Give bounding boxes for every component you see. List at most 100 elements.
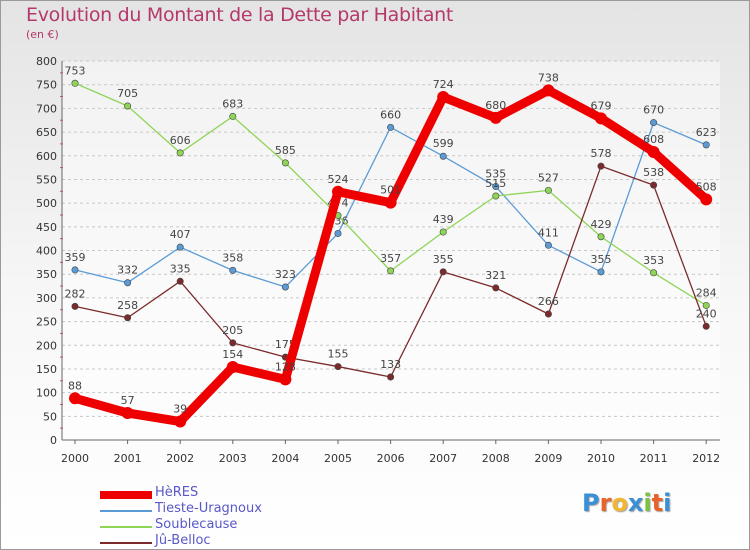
data-point-tieste-uragnoux: [702, 141, 710, 149]
data-point-heres: [332, 185, 344, 198]
y-tick-label: 750: [36, 79, 57, 92]
x-tick-label: 2004: [271, 452, 299, 465]
data-label-heres: 680: [485, 99, 506, 112]
legend-swatch: [100, 510, 152, 512]
data-point-heres: [542, 84, 555, 97]
data-label-ju-belloc: 282: [65, 287, 86, 300]
data-label-ju-belloc: 578: [591, 147, 612, 160]
data-label-soublecause: 284: [696, 286, 717, 299]
x-tick-label: 2008: [482, 452, 510, 465]
data-point-heres: [279, 373, 292, 386]
data-point-ju-belloc: [597, 162, 605, 170]
data-label-soublecause: 527: [538, 171, 559, 184]
legend-label: Tieste-Uragnoux: [155, 501, 262, 516]
data-label-heres: 39: [173, 403, 187, 416]
data-point-soublecause: [176, 149, 184, 157]
data-point-soublecause: [597, 233, 605, 241]
data-label-ju-belloc: 240: [696, 307, 717, 320]
data-label-tieste-uragnoux: 407: [170, 228, 191, 241]
data-point-tieste-uragnoux: [229, 266, 237, 274]
legend-label: Jû-Belloc: [155, 533, 211, 548]
data-label-ju-belloc: 335: [170, 262, 191, 275]
data-point-ju-belloc: [492, 284, 500, 292]
data-label-heres: 508: [696, 180, 717, 193]
x-tick-label: 2011: [640, 452, 668, 465]
data-point-soublecause: [492, 192, 500, 200]
y-tick-label: 0: [50, 434, 57, 447]
y-tick-label: 200: [36, 339, 57, 352]
y-tick-label: 550: [36, 173, 57, 186]
data-point-ju-belloc: [650, 181, 658, 189]
x-tick-label: 2010: [587, 452, 615, 465]
data-point-soublecause: [544, 186, 552, 194]
data-label-tieste-uragnoux: 323: [275, 268, 296, 281]
data-point-heres: [700, 193, 713, 206]
legend-swatch: [100, 491, 152, 499]
y-tick-label: 300: [36, 292, 57, 305]
data-point-soublecause: [71, 79, 79, 87]
x-tick-label: 2007: [429, 452, 457, 465]
data-point-heres: [437, 91, 450, 104]
data-point-ju-belloc: [387, 373, 395, 381]
legend-label: Soublecause: [155, 517, 238, 532]
data-label-heres: 524: [328, 173, 349, 186]
x-tick-label: 2002: [166, 452, 194, 465]
unit-label: (en €): [26, 28, 59, 41]
chart-title: Evolution du Montant de la Dette par Hab…: [26, 4, 454, 26]
data-label-soublecause: 753: [65, 64, 86, 77]
data-label-tieste-uragnoux: 359: [65, 251, 86, 264]
y-tick-label: 250: [36, 316, 57, 329]
data-point-heres: [595, 112, 607, 125]
data-label-soublecause: 357: [380, 252, 401, 265]
data-point-tieste-uragnoux: [439, 152, 447, 160]
y-tick-label: 50: [43, 410, 57, 423]
data-point-heres: [69, 392, 81, 405]
data-label-heres: 88: [68, 379, 82, 392]
legend-swatch: [100, 542, 152, 544]
data-point-ju-belloc: [229, 339, 237, 347]
data-label-tieste-uragnoux: 623: [696, 126, 717, 139]
data-label-heres: 608: [643, 133, 664, 146]
x-tick-label: 2009: [534, 452, 562, 465]
data-label-tieste-uragnoux: 599: [433, 137, 454, 150]
data-label-ju-belloc: 538: [643, 166, 664, 179]
y-tick-label: 350: [36, 268, 57, 281]
data-point-tieste-uragnoux: [492, 183, 500, 191]
data-point-ju-belloc: [544, 310, 552, 318]
data-point-heres: [489, 111, 502, 124]
y-tick-label: 450: [36, 221, 57, 234]
data-point-tieste-uragnoux: [387, 123, 395, 131]
y-tick-label: 150: [36, 363, 57, 376]
data-label-ju-belloc: 155: [328, 348, 349, 361]
data-point-ju-belloc: [702, 322, 710, 330]
data-point-heres: [174, 415, 187, 428]
data-point-soublecause: [281, 159, 289, 167]
proxiti-logo: Proxiti: [582, 489, 672, 517]
data-label-soublecause: 353: [643, 254, 664, 267]
data-label-tieste-uragnoux: 670: [643, 104, 664, 117]
data-point-heres: [647, 145, 660, 158]
legend-swatch: [100, 526, 152, 528]
data-point-tieste-uragnoux: [124, 279, 132, 287]
legend-label: HèRES: [155, 485, 199, 500]
data-point-tieste-uragnoux: [281, 283, 289, 291]
y-tick-label: 500: [36, 197, 57, 210]
data-label-ju-belloc: 133: [380, 358, 401, 371]
data-point-tieste-uragnoux: [176, 243, 184, 251]
y-tick-label: 700: [36, 102, 57, 115]
data-label-soublecause: 439: [433, 213, 454, 226]
x-tick-label: 2003: [219, 452, 247, 465]
data-point-ju-belloc: [71, 302, 79, 310]
data-label-heres: 738: [538, 71, 559, 84]
data-label-soublecause: 429: [591, 218, 612, 231]
data-point-soublecause: [124, 102, 132, 110]
data-label-soublecause: 683: [222, 97, 243, 110]
data-point-soublecause: [650, 269, 658, 277]
data-point-soublecause: [439, 228, 447, 236]
data-label-tieste-uragnoux: 358: [222, 251, 243, 264]
data-label-ju-belloc: 205: [222, 324, 243, 337]
data-point-tieste-uragnoux: [71, 266, 79, 274]
data-point-tieste-uragnoux: [650, 119, 658, 127]
data-label-soublecause: 606: [170, 134, 191, 147]
